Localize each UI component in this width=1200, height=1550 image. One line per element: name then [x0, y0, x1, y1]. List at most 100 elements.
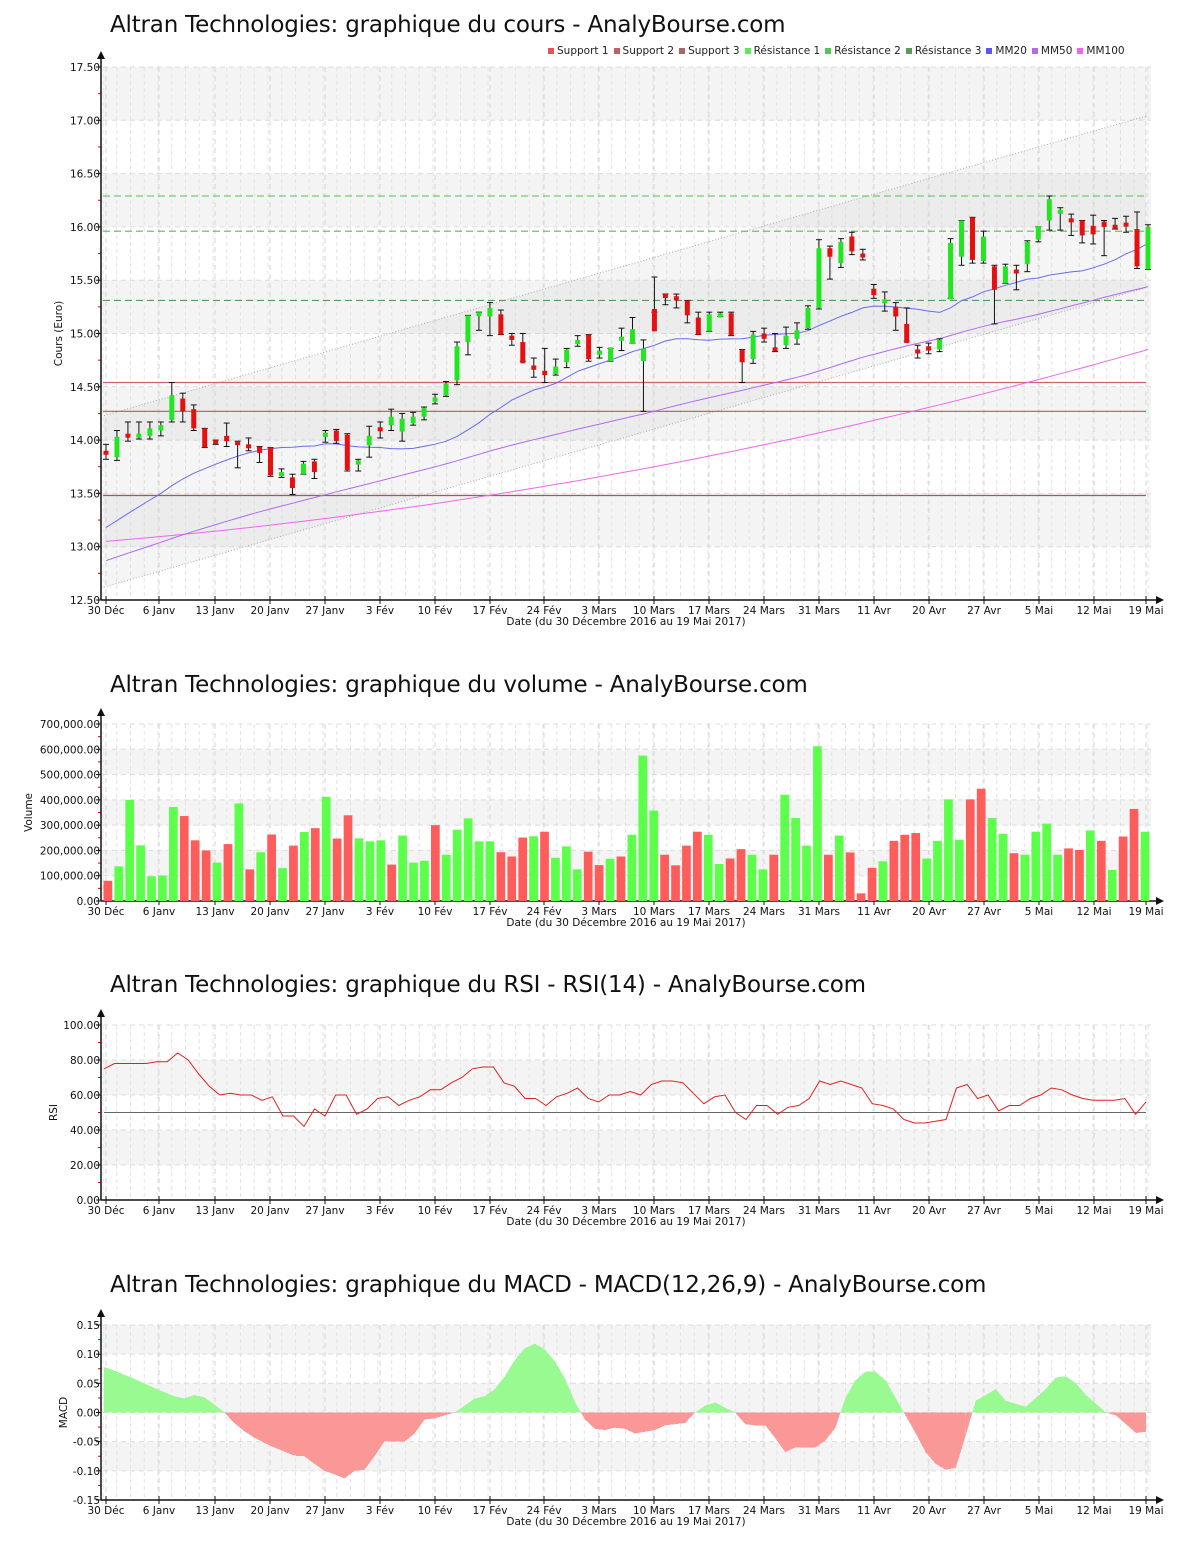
x-tick-label: 30 Déc	[87, 1505, 124, 1517]
x-tick-label: 6 Janv	[143, 1205, 175, 1217]
volume-bar	[485, 841, 495, 901]
candle	[837, 238, 844, 268]
candle	[300, 460, 307, 475]
volume-bar	[289, 845, 298, 901]
x-tick-label: 13 Janv	[195, 605, 234, 617]
volume-bar	[911, 832, 921, 901]
x-tick-label: 20 Avr	[912, 605, 946, 617]
legend-swatch-icon	[548, 48, 554, 54]
legend-swatch-icon	[744, 48, 751, 54]
x-tick-label: 5 Mai	[1025, 906, 1053, 918]
candle	[607, 347, 614, 362]
candle	[399, 412, 406, 442]
x-tick-label: 31 Mars	[798, 906, 840, 918]
candle	[541, 347, 548, 384]
candle	[355, 458, 362, 472]
volume-bar	[649, 810, 659, 901]
price-chart-title: Altran Technologies: graphique du cours …	[110, 12, 786, 38]
candle	[157, 421, 164, 437]
volume-bar	[791, 818, 800, 901]
x-tick-label: 17 Mars	[688, 1205, 730, 1217]
volume-bar	[496, 852, 506, 901]
y-axis-label: RSI	[48, 1104, 60, 1121]
volume-bar	[256, 852, 266, 901]
x-tick-label: 6 Janv	[143, 1505, 175, 1517]
candle	[969, 216, 976, 264]
volume-bar	[747, 854, 757, 901]
volume-bar	[474, 841, 484, 901]
volume-bar	[703, 834, 713, 901]
legend-item: MM20	[986, 45, 1027, 57]
x-tick-label: 20 Janv	[250, 605, 289, 617]
legend-label: Support 2	[622, 45, 675, 57]
candle	[1134, 211, 1141, 269]
volume-bar	[616, 856, 626, 901]
candle	[344, 433, 351, 472]
candle	[432, 393, 439, 405]
x-tick-label: 20 Avr	[912, 906, 946, 918]
candle	[421, 406, 428, 421]
volume-bar	[103, 880, 113, 901]
x-axis-label: Date (du 30 Décembre 2016 au 19 Mai 2017…	[506, 1516, 745, 1528]
x-tick-label: 27 Janv	[305, 906, 344, 918]
volume-bar	[583, 851, 593, 901]
candle	[212, 439, 219, 445]
volume-bar	[431, 825, 440, 901]
x-tick-label: 5 Mai	[1025, 1505, 1053, 1517]
volume-bar	[878, 861, 888, 901]
volume-bar	[965, 799, 975, 901]
y-tick-label: 13.00	[70, 542, 100, 554]
volume-bar	[1042, 823, 1052, 901]
y-axis-label: Volume	[23, 793, 35, 832]
volume-bar	[671, 865, 680, 901]
legend-label: Support 1	[557, 45, 609, 57]
macd-chart-title: Altran Technologies: graphique du MACD -…	[110, 1272, 987, 1298]
candle	[750, 330, 757, 364]
candle	[410, 411, 417, 426]
candle	[1090, 214, 1097, 245]
y-tick-label: 200,000.00	[40, 845, 100, 857]
rsi-chart: 0.00 20.00 40.00 60.00 80.00 100.00 30 Déc 6 Ja…	[48, 1009, 1164, 1228]
candle	[146, 421, 153, 440]
x-tick-label: 17 Fév	[473, 1205, 508, 1217]
volume-bar	[856, 893, 866, 901]
volume-bar	[1031, 831, 1041, 901]
candle	[267, 447, 274, 477]
y-tick-label: 40.00	[70, 1125, 100, 1137]
y-tick-label: 400,000.00	[40, 795, 100, 807]
volume-bar	[463, 818, 473, 901]
candle	[947, 238, 954, 300]
y-tick-label: 100.00	[63, 1020, 100, 1032]
x-tick-label: 12 Mai	[1076, 1205, 1111, 1217]
x-tick-label: 10 Mars	[633, 605, 675, 617]
x-tick-label: 20 Avr	[912, 1205, 946, 1217]
candle	[1057, 207, 1064, 231]
x-tick-label: 24 Fév	[527, 1205, 562, 1217]
x-tick-label: 24 Fév	[527, 906, 562, 918]
volume-bar	[900, 834, 910, 901]
candle	[728, 311, 735, 337]
candle	[695, 311, 702, 336]
x-tick-label: 17 Mars	[688, 906, 730, 918]
volume-bar	[387, 864, 397, 901]
volume-bar	[158, 875, 167, 901]
candle	[629, 317, 636, 345]
candle	[1101, 220, 1108, 257]
volume-bar	[1053, 854, 1062, 901]
legend-swatch-icon	[986, 48, 993, 54]
x-tick-label: 19 Mai	[1128, 1505, 1163, 1517]
y-tick-label: 500,000.00	[40, 770, 100, 782]
candle	[574, 335, 581, 347]
macd-chart: -0.15 -0.10 -0.05 0.00 0.05 0.10 0.15 30 Déc 6 J…	[58, 1309, 1164, 1528]
y-tick-label: 20.00	[70, 1160, 100, 1172]
volume-bar	[529, 836, 538, 901]
volume-bar	[714, 864, 724, 901]
y-tick-label: 16.50	[70, 169, 100, 181]
x-tick-label: 24 Mars	[743, 1205, 785, 1217]
x-axis-label: Date (du 30 Décembre 2016 au 19 Mai 2017…	[506, 1216, 745, 1228]
volume-bar	[518, 837, 528, 901]
candle	[1112, 217, 1119, 230]
volume-bar	[398, 835, 407, 901]
volume-bar	[693, 831, 702, 901]
candle	[103, 443, 109, 460]
